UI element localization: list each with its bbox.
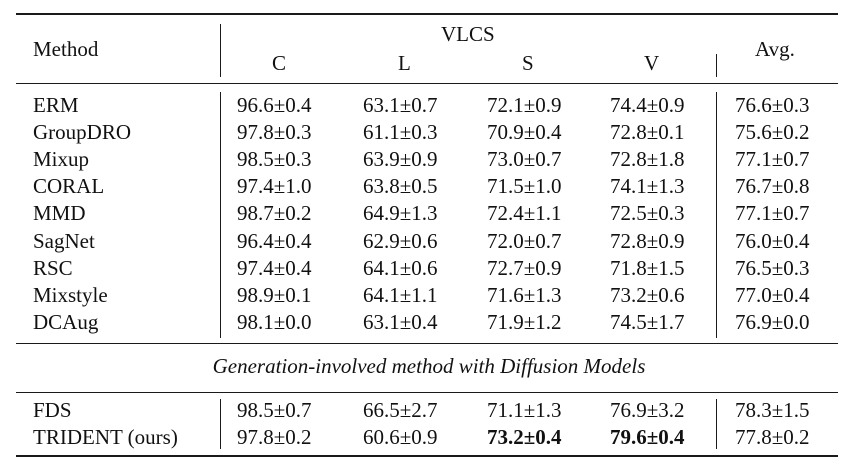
vrule-header-left [220,24,221,77]
cell-s: 72.1±0.9 [487,93,562,117]
cell-v: 72.8±0.9 [610,229,685,253]
cell-c: 97.8±0.3 [237,120,312,144]
vrule-body-right [716,92,717,338]
cell-v: 74.4±0.9 [610,93,685,117]
cell-v: 74.5±1.7 [610,310,685,334]
cell-avg: 78.3±1.5 [735,398,810,422]
cell-avg: 77.1±0.7 [735,201,810,225]
cell-s-best: 73.2±0.4 [487,425,562,449]
header-method: Method [33,37,99,61]
cell-l: 63.1±0.4 [363,310,438,334]
row-method: MMD [33,201,86,225]
vrule-gen-right [716,399,717,449]
bottom-rule [16,455,838,457]
cell-v: 71.8±1.5 [610,256,685,280]
cell-avg: 77.0±0.4 [735,283,810,307]
header-domain-l: L [398,51,411,75]
row-method: GroupDRO [33,120,131,144]
row-method: Mixstyle [33,283,108,307]
cell-v: 73.2±0.6 [610,283,685,307]
cell-s: 71.5±1.0 [487,174,562,198]
cell-v: 72.8±1.8 [610,147,685,171]
row-method: Mixup [33,147,90,171]
vrule-header-right [716,54,717,77]
cell-s: 70.9±0.4 [487,120,562,144]
cell-l: 63.9±0.9 [363,147,438,171]
cell-avg: 77.1±0.7 [735,147,810,171]
cell-c: 96.6±0.4 [237,93,312,117]
cell-l: 63.1±0.7 [363,93,438,117]
row-method: FDS [33,398,72,422]
cell-c: 98.5±0.7 [237,398,312,422]
cell-avg: 77.8±0.2 [735,425,810,449]
cell-s: 71.1±1.3 [487,398,562,422]
cell-s: 72.7±0.9 [487,256,562,280]
section-rule-bottom [16,392,838,393]
vrule-gen-left [220,399,221,449]
cell-v: 72.8±0.1 [610,120,685,144]
cell-s: 72.4±1.1 [487,201,562,225]
vrule-body-left [220,92,221,338]
header-domain-c: C [272,51,287,75]
row-method: DCAug [33,310,99,334]
cell-avg: 75.6±0.2 [735,120,810,144]
cell-l: 64.1±1.1 [363,283,438,307]
header-vlcs: VLCS [441,22,495,46]
cell-avg: 76.9±0.0 [735,310,810,334]
header-domain-s: S [522,51,534,75]
cell-c: 98.5±0.3 [237,147,312,171]
cell-v: 76.9±3.2 [610,398,685,422]
header-domain-v: V [644,51,660,75]
cell-l: 64.9±1.3 [363,201,438,225]
cell-c: 98.9±0.1 [237,283,312,307]
cell-avg: 76.0±0.4 [735,229,810,253]
section-rule-top [16,343,838,344]
row-method: TRIDENT (ours) [33,425,178,449]
header-avg: Avg. [755,37,795,61]
section-title: Generation-involved method with Diffusio… [212,354,646,378]
row-method: RSC [33,256,73,280]
row-method: SagNet [33,229,95,253]
cell-v: 74.1±1.3 [610,174,685,198]
cell-l: 61.1±0.3 [363,120,438,144]
cell-s: 71.6±1.3 [487,283,562,307]
top-rule [16,13,838,15]
cell-avg: 76.5±0.3 [735,256,810,280]
cell-c: 98.7±0.2 [237,201,312,225]
cell-l: 63.8±0.5 [363,174,438,198]
cell-v: 72.5±0.3 [610,201,685,225]
cell-v-best: 79.6±0.4 [610,425,685,449]
cell-c: 98.1±0.0 [237,310,312,334]
cell-s: 72.0±0.7 [487,229,562,253]
cell-avg: 76.6±0.3 [735,93,810,117]
cell-l: 60.6±0.9 [363,425,438,449]
cell-c: 97.4±1.0 [237,174,312,198]
cell-l: 64.1±0.6 [363,256,438,280]
cell-c: 97.8±0.2 [237,425,312,449]
row-method: CORAL [33,174,105,198]
row-method: ERM [33,93,79,117]
cell-s: 71.9±1.2 [487,310,562,334]
header-rule [16,83,838,84]
cell-c: 96.4±0.4 [237,229,312,253]
cell-l: 66.5±2.7 [363,398,438,422]
cell-avg: 76.7±0.8 [735,174,810,198]
cell-l: 62.9±0.6 [363,229,438,253]
cell-s: 73.0±0.7 [487,147,562,171]
cell-c: 97.4±0.4 [237,256,312,280]
